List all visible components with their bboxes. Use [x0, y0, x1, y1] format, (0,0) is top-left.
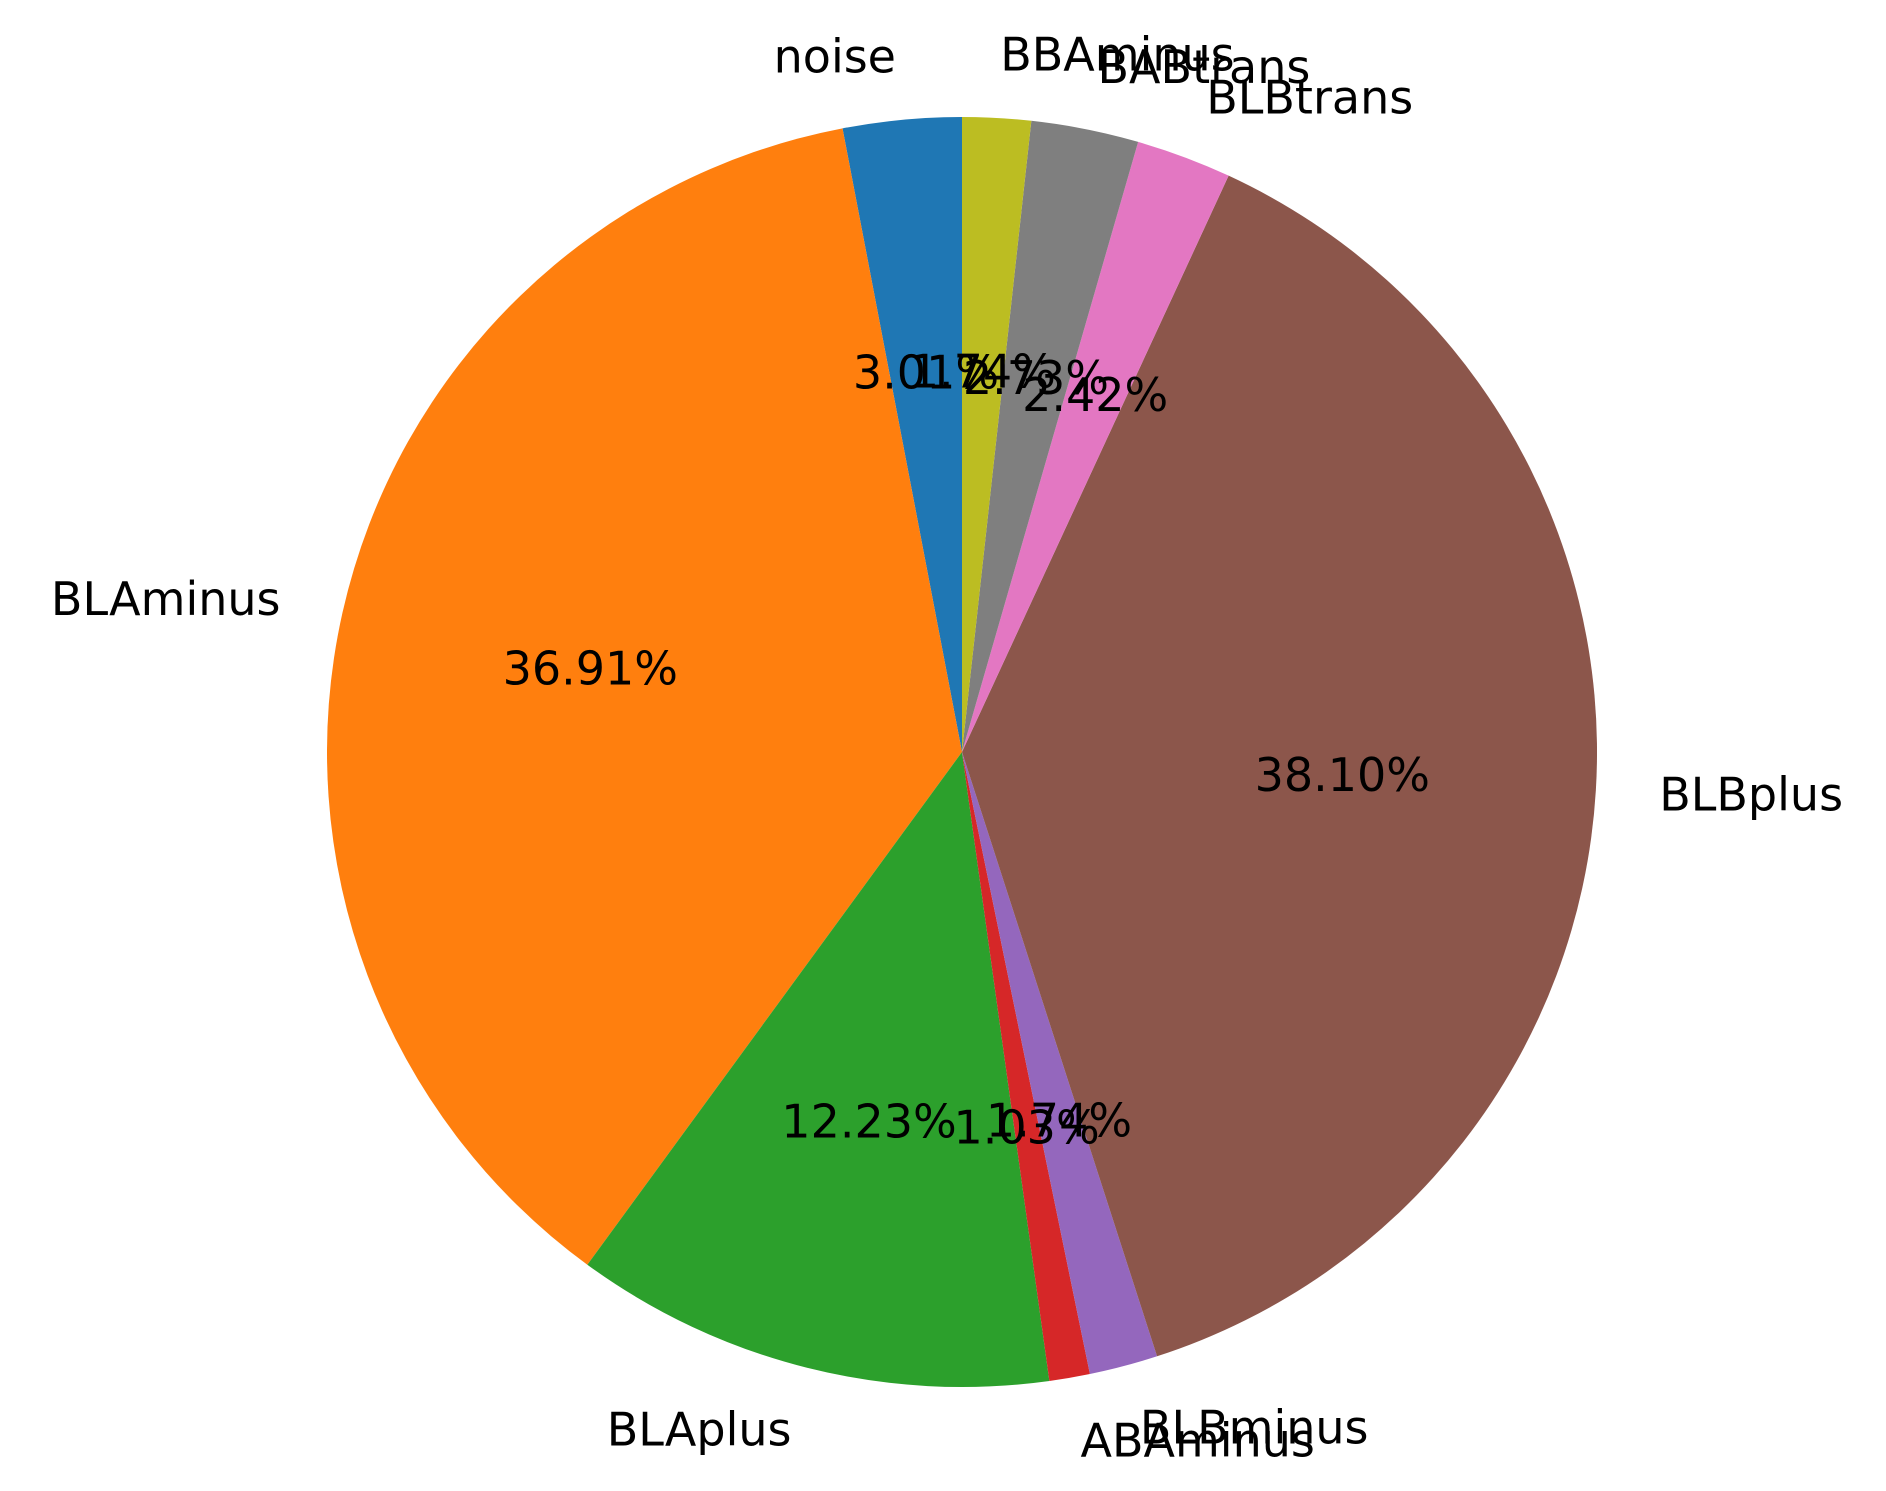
pie-slice-bbaminus — [962, 117, 1032, 752]
category-label-blbplus: BLBplus — [1659, 767, 1843, 821]
pie-slice-blbtrans — [962, 141, 1229, 752]
category-label-blaplus: BLAplus — [607, 1402, 792, 1456]
category-label-noise: noise — [774, 30, 896, 84]
pie-slices — [327, 117, 1598, 1387]
pie-slice-babtrans — [962, 120, 1139, 753]
category-label-babtrans: BABtrans — [1098, 40, 1311, 94]
category-label-blaminus: BLAminus — [51, 572, 281, 626]
pct-label-abaminus: 1.03% — [954, 1101, 1100, 1155]
pct-label-blaplus: 12.23% — [781, 1095, 956, 1149]
pie-slice-blaminus — [327, 128, 962, 1265]
pct-label-noise: 3.01% — [853, 346, 999, 400]
percentage-labels: 3.01%36.91%12.23%1.03%1.74%38.10%2.42%2.… — [503, 345, 1430, 1155]
pct-label-blbtrans: 2.42% — [1022, 368, 1168, 422]
category-label-blbminus: BLBminus — [1140, 1401, 1369, 1455]
pct-label-bbaminus: 1.74% — [910, 345, 1056, 399]
category-label-blbtrans: BLBtrans — [1206, 71, 1413, 125]
category-label-abaminus: ABAminus — [1081, 1413, 1315, 1467]
category-label-bbaminus: BBAminus — [1000, 28, 1234, 82]
pct-label-babtrans: 2.73% — [963, 351, 1109, 405]
pct-label-blbplus: 38.10% — [1255, 748, 1430, 802]
pie-slice-abaminus — [962, 752, 1090, 1381]
pie-slice-blbminus — [962, 752, 1158, 1374]
pct-label-blbminus: 1.74% — [986, 1093, 1132, 1147]
pct-label-blaminus: 36.91% — [503, 642, 678, 696]
pie-slice-blbplus — [962, 175, 1598, 1357]
pie-slice-noise — [842, 117, 962, 752]
pie-slice-blaplus — [587, 752, 1050, 1387]
